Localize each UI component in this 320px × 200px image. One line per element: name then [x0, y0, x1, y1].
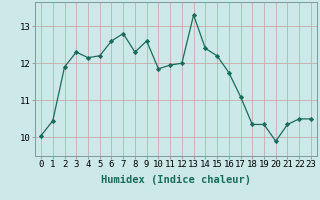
X-axis label: Humidex (Indice chaleur): Humidex (Indice chaleur) — [101, 175, 251, 185]
